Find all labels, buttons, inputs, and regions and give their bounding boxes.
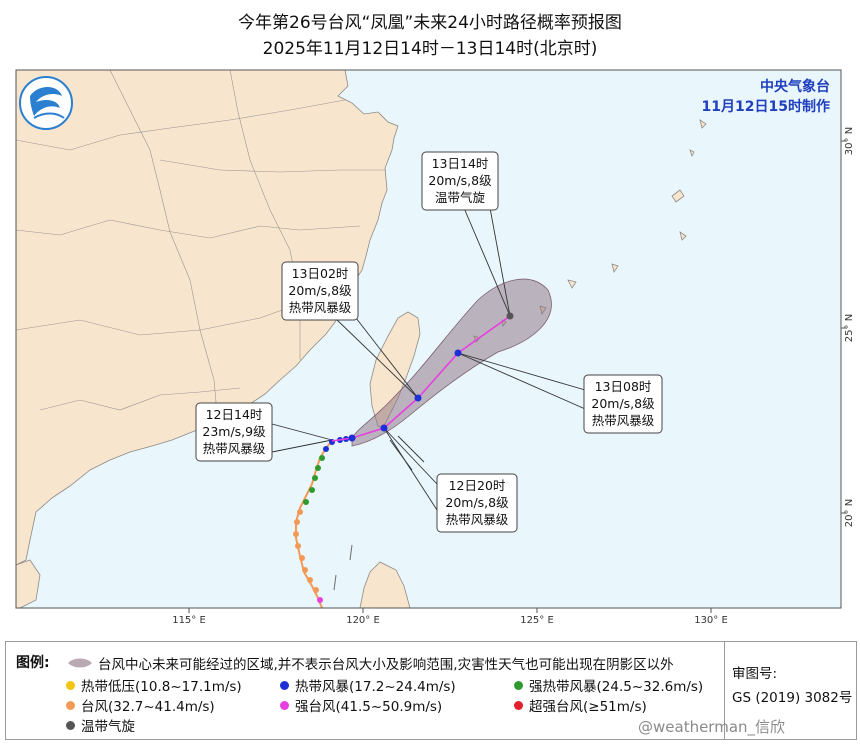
svg-text:热带风暴级: 热带风暴级 xyxy=(289,300,352,315)
observed-track xyxy=(295,440,333,608)
annotation-12d20h: 12日20时 20m/s,8级 热带风暴级 xyxy=(436,473,518,533)
issue-time: 11月12日15时制作 xyxy=(701,99,830,115)
svg-text:23m/s,9级: 23m/s,9级 xyxy=(202,424,266,439)
lon-label-120: 120° E xyxy=(346,615,380,626)
legend-item-sts: 强热带风暴(24.5~32.6m/s) xyxy=(514,675,703,695)
leizhou-land xyxy=(16,559,41,608)
luzon-island xyxy=(359,561,411,608)
map-title: 今年第26号台风“凤凰”未来24小时路径概率预报图 xyxy=(238,13,622,33)
svg-text:20m/s,8级: 20m/s,8级 xyxy=(428,173,492,188)
legend-item-sty: 强台风(41.5~50.9m/s) xyxy=(280,695,442,715)
approval-number: GS (2019) 3082号 xyxy=(732,690,853,706)
legend-cone: 台风中心未来可能经过的区域,并不表示台风大小及影响范围,灾害性天气也可能出现在阴… xyxy=(66,653,674,673)
svg-text:13日02时: 13日02时 xyxy=(292,266,349,281)
legend-item-superty: 超强台风(≥51m/s) xyxy=(514,695,647,715)
approval-label: 审图号: xyxy=(732,666,778,682)
svg-text:20m/s,8级: 20m/s,8级 xyxy=(445,495,509,510)
forecast-points xyxy=(348,312,514,442)
svg-text:13日08时: 13日08时 xyxy=(595,379,652,394)
legend-item-td: 热带低压(10.8~17.1m/s) xyxy=(66,675,242,695)
map-subtitle: 2025年11月12日14时－13日14时(北京时) xyxy=(262,39,598,59)
annotation-leaders xyxy=(271,207,593,511)
lon-label-115: 115° E xyxy=(172,615,206,626)
legend-item-ts: 热带风暴(17.2~24.4m/s) xyxy=(280,675,456,695)
annotation-12d14h: 12日14时 23m/s,9级 热带风暴级 xyxy=(195,402,273,462)
legend-item-ty: 台风(32.7~41.4m/s) xyxy=(66,695,215,715)
svg-text:20m/s,8级: 20m/s,8级 xyxy=(591,396,655,411)
mainland-china xyxy=(16,70,399,566)
svg-text:热带风暴级: 热带风暴级 xyxy=(446,512,509,527)
legend-divider xyxy=(724,642,725,739)
lon-label-125: 125° E xyxy=(520,615,554,626)
border-dashes xyxy=(333,544,353,591)
axis-ticks xyxy=(188,140,846,613)
lat-label-20: 20° N xyxy=(844,499,855,527)
lat-label-30: 30° N xyxy=(844,127,855,155)
svg-text:12日20时: 12日20时 xyxy=(449,478,506,493)
forecast-map: 115° E 120° E 125° E 130° E 30° N 25° N … xyxy=(15,69,855,626)
annotation-13d14h: 13日14时 20m/s,8级 温带气旋 xyxy=(421,151,499,211)
legend-item-etc: 温带气旋 xyxy=(66,715,135,735)
annotation-13d08h: 13日08时 20m/s,8级 热带风暴级 xyxy=(583,374,663,434)
svg-text:热带风暴级: 热带风暴级 xyxy=(592,413,655,428)
agency-name: 中央气象台 xyxy=(760,79,830,95)
legend-label: 图例: xyxy=(16,655,50,671)
svg-text:热带风暴级: 热带风暴级 xyxy=(203,441,266,456)
svg-text:12日14时: 12日14时 xyxy=(206,407,263,422)
annotation-13d02h: 13日02时 20m/s,8级 热带风暴级 xyxy=(281,261,359,321)
cone-swatch-icon xyxy=(68,658,92,668)
cma-logo xyxy=(19,76,73,130)
svg-text:温带气旋: 温带气旋 xyxy=(435,190,486,205)
legend-panel: 图例: 台风中心未来可能经过的区域,并不表示台风大小及影响范围,灾害性天气也可能… xyxy=(5,641,857,740)
lat-label-25: 25° N xyxy=(844,314,855,342)
svg-text:20m/s,8级: 20m/s,8级 xyxy=(288,283,352,298)
svg-text:13日14时: 13日14时 xyxy=(432,156,489,171)
lon-label-130: 130° E xyxy=(694,615,728,626)
watermark: @weatherman_信欣 xyxy=(638,718,786,736)
